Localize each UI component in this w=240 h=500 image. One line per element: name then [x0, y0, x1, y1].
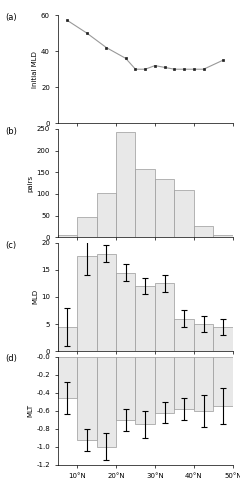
- Text: (d): (d): [5, 354, 17, 364]
- Bar: [155, 356, 174, 412]
- Bar: [194, 356, 213, 411]
- Bar: [135, 169, 155, 237]
- Bar: [77, 356, 96, 440]
- Bar: [58, 235, 77, 238]
- Y-axis label: MLD: MLD: [32, 290, 38, 304]
- Bar: [194, 226, 213, 237]
- Bar: [96, 356, 116, 447]
- Bar: [174, 190, 194, 238]
- Bar: [116, 356, 135, 420]
- Bar: [155, 284, 174, 351]
- Bar: [96, 192, 116, 238]
- Bar: [58, 326, 77, 351]
- Y-axis label: pairs: pairs: [28, 174, 34, 192]
- Bar: [116, 132, 135, 238]
- Text: (c): (c): [5, 240, 16, 250]
- Bar: [155, 179, 174, 238]
- Bar: [213, 356, 233, 406]
- Bar: [58, 356, 77, 398]
- Bar: [96, 254, 116, 351]
- Bar: [213, 326, 233, 351]
- Bar: [174, 356, 194, 409]
- Text: (b): (b): [5, 126, 17, 136]
- Bar: [213, 235, 233, 238]
- Y-axis label: MLT: MLT: [27, 404, 33, 417]
- Bar: [135, 286, 155, 351]
- Text: (a): (a): [5, 13, 17, 22]
- Bar: [116, 272, 135, 351]
- Bar: [77, 256, 96, 351]
- Bar: [77, 217, 96, 238]
- Bar: [174, 318, 194, 351]
- Bar: [194, 324, 213, 351]
- Y-axis label: Initial MLD: Initial MLD: [32, 51, 38, 88]
- Bar: [135, 356, 155, 424]
